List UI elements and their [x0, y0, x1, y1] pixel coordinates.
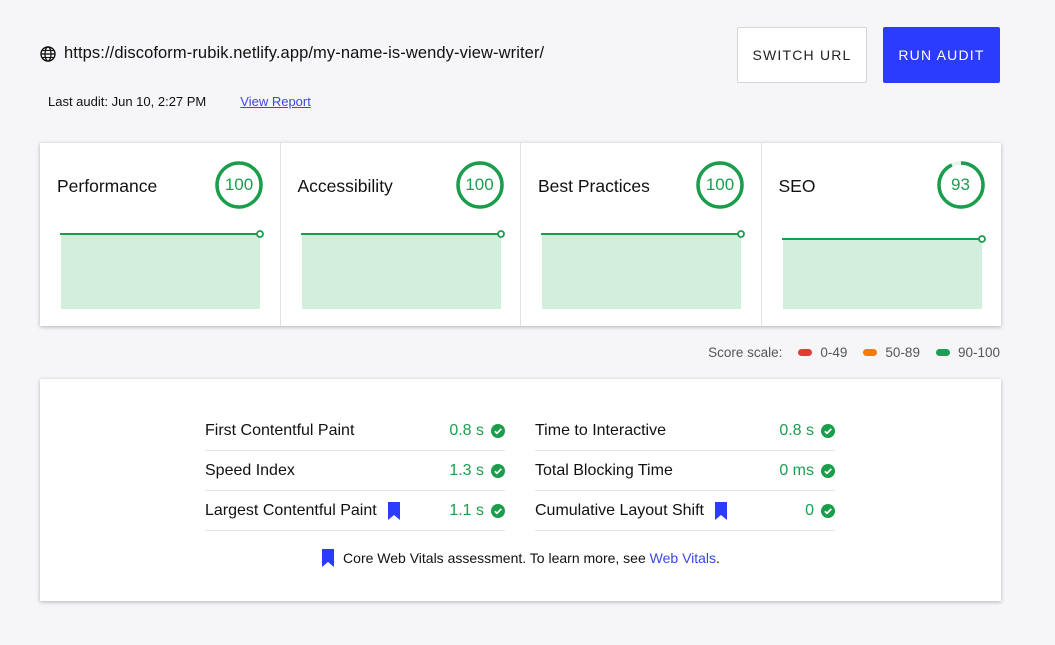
card-title: SEO [778, 176, 816, 196]
score-area [542, 235, 741, 309]
check-circle-icon [491, 463, 505, 478]
score-history-chart [541, 230, 745, 309]
check-circle-icon [491, 503, 505, 518]
score-point [256, 230, 264, 238]
score-value: 100 [465, 175, 494, 194]
score-scale-legend: Score scale: 0-49 50-89 90-100 [708, 345, 1000, 360]
run-audit-button[interactable]: RUN AUDIT [883, 27, 1000, 83]
score-gauge [455, 161, 504, 209]
green-range-swatch [935, 349, 950, 356]
card-performance[interactable]: Performance 100 [40, 143, 281, 326]
score-point [737, 230, 745, 238]
bookmark-icon [714, 501, 727, 520]
metric-row: Largest Contentful Paint 1.1 s [205, 491, 505, 531]
bookmark-icon [322, 549, 335, 567]
metric-name: Time to Interactive [535, 421, 667, 439]
orange-range-swatch [863, 349, 878, 356]
metric-value: 1.1 s [449, 501, 484, 519]
card-title: Accessibility [297, 176, 393, 196]
score-point [977, 235, 986, 243]
score-value: 100 [224, 175, 254, 194]
check-circle-icon [491, 423, 505, 438]
metric-row: Cumulative Layout Shift 0 [535, 491, 835, 531]
metric-value: 0 [805, 501, 814, 519]
card-seo[interactable]: SEO 93 [762, 143, 1002, 326]
metric-row: Total Blocking Time 0 ms [535, 451, 835, 491]
score-point [496, 230, 505, 238]
audited-url: https://discoform-rubik.netlify.app/my-n… [64, 44, 545, 62]
gauge-arc [696, 161, 744, 209]
score-area [61, 235, 260, 309]
metric-row: First Contentful Paint 0.8 s [205, 411, 505, 451]
footnote-text: Core Web Vitals assessment. To learn mor… [343, 550, 650, 566]
range-label: 0-49 [820, 345, 848, 360]
metric-name: Cumulative Layout Shift [535, 501, 704, 519]
score-gauge [936, 161, 985, 209]
metric-name: Total Blocking Time [535, 461, 673, 479]
score-cards: Performance 100 Accessibility 100 Best P… [40, 143, 1001, 326]
check-circle-icon [821, 503, 835, 518]
footnote-end: . [716, 550, 720, 566]
score-value: 100 [705, 175, 735, 194]
score-history-chart [781, 235, 986, 309]
gauge-arc [215, 161, 263, 209]
view-report-link[interactable]: View Report [240, 94, 311, 109]
switch-url-button[interactable]: SWITCH URL [737, 27, 867, 83]
score-area [782, 240, 982, 309]
audit-info: Last audit: Jun 10, 2:27 PM View Report [48, 94, 311, 109]
metrics-column-right: Time to Interactive 0.8 s Total Blocking… [535, 411, 835, 531]
metrics-panel: First Contentful Paint 0.8 s Speed Index… [40, 379, 1001, 601]
card-title: Best Practices [538, 176, 650, 196]
metric-value: 0 ms [779, 461, 814, 479]
bookmark-icon [387, 501, 400, 520]
score-history-chart [60, 230, 264, 309]
web-vitals-link[interactable]: Web Vitals [649, 550, 717, 566]
metrics-column-left: First Contentful Paint 0.8 s Speed Index… [205, 411, 505, 531]
card-accessibility[interactable]: Accessibility 100 [281, 143, 521, 326]
red-range-swatch [798, 349, 813, 356]
metric-row: Speed Index 1.3 s [205, 451, 505, 491]
core-web-vitals-note: Core Web Vitals assessment. To learn mor… [40, 549, 1001, 567]
range-label: 50-89 [885, 345, 920, 360]
score-area [301, 235, 501, 309]
check-circle-icon [821, 423, 835, 438]
metric-value: 0.8 s [449, 421, 484, 439]
score-value: 93 [951, 175, 970, 194]
metric-name: First Contentful Paint [205, 421, 355, 439]
score-scale-label: Score scale: [708, 345, 783, 360]
range-label: 90-100 [957, 345, 1000, 360]
last-audit-timestamp: Last audit: Jun 10, 2:27 PM [48, 94, 207, 109]
metric-row: Time to Interactive 0.8 s [535, 411, 835, 451]
card-best-practices[interactable]: Best Practices 100 [521, 143, 762, 326]
globe-icon [40, 45, 56, 62]
metric-name: Largest Contentful Paint [205, 501, 377, 519]
score-history-chart [300, 230, 505, 309]
metric-name: Speed Index [205, 461, 295, 479]
gauge-arc [936, 161, 985, 209]
metric-value: 1.3 s [449, 461, 484, 479]
gauge-arc [455, 161, 504, 209]
score-gauge [696, 161, 744, 209]
url-row: https://discoform-rubik.netlify.app/my-n… [40, 44, 544, 63]
score-gauge [215, 161, 263, 209]
card-title: Performance [57, 176, 158, 196]
check-circle-icon [821, 463, 835, 478]
metric-value: 0.8 s [779, 421, 814, 439]
